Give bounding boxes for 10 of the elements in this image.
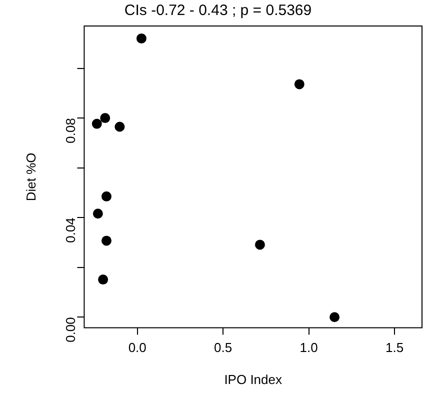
x-tick-label: 1.5 — [386, 340, 404, 356]
x-tick-label: 0.5 — [214, 340, 232, 356]
y-tick-label: 0.04 — [62, 218, 78, 243]
x-tick-label: 0.0 — [128, 340, 146, 356]
x-tick-label: 1.0 — [300, 340, 318, 356]
x-axis-title: IPO Index — [224, 372, 282, 387]
y-tick-label: 0.00 — [62, 317, 78, 342]
y-axis-title: Diet %O — [23, 152, 38, 202]
chart-title: CIs -0.72 - 0.43 ; p = 0.5369 — [124, 2, 312, 20]
y-tick-label: 0.08 — [62, 118, 78, 144]
